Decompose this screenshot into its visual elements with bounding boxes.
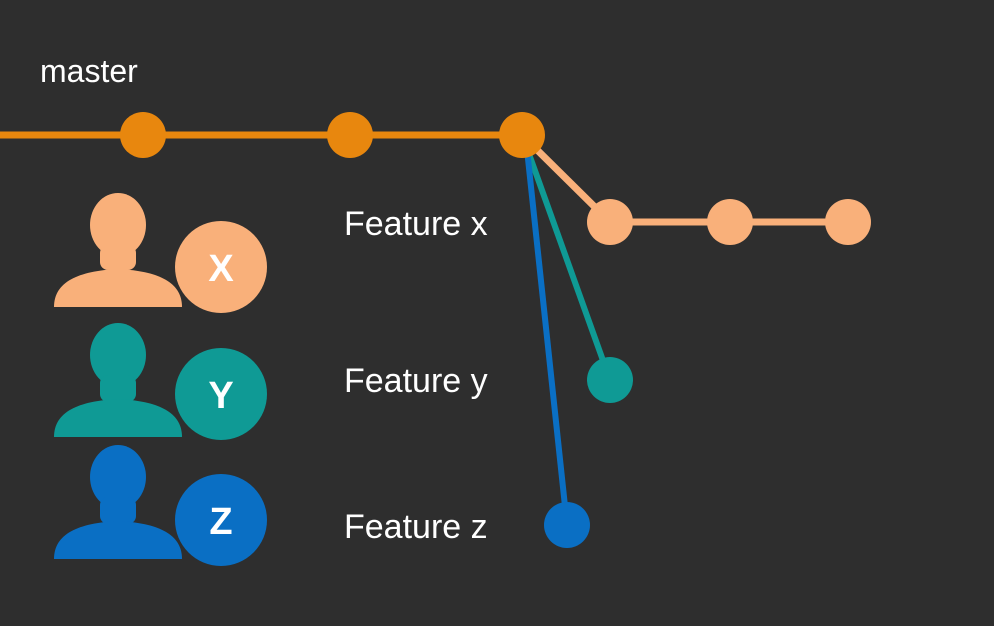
person-silhouette-icon [54,193,182,307]
feature-x-label: Feature x [344,205,488,243]
person-silhouette-icon [54,445,182,559]
avatar-letter-z: Z [209,501,232,543]
developer-z: Z [54,445,267,566]
avatar-letter-x: X [208,248,234,290]
feature-z-commit-1 [544,502,590,548]
avatar-badge-z [175,474,267,566]
feature-y-label: Feature y [344,362,488,400]
avatar-badge-y [175,348,267,440]
master-commit-3 [499,112,545,158]
feature-x-commit-2 [707,199,753,245]
avatar-letter-y: Y [208,375,233,417]
feature-x-commit-1 [587,199,633,245]
avatar-badge-x [175,221,267,313]
master-commit-2 [327,112,373,158]
feature-x-commit-3 [825,199,871,245]
developer-y: Y [54,323,267,440]
feature-y-branch-line [521,138,613,382]
master-commit-1 [120,112,166,158]
feature-z-label: Feature z [344,508,488,546]
person-silhouette-icon [54,323,182,437]
master-label: master [40,53,138,89]
developer-x: X [54,193,267,313]
feature-y-commit-1 [587,357,633,403]
feature-z-branch-line [523,139,570,526]
